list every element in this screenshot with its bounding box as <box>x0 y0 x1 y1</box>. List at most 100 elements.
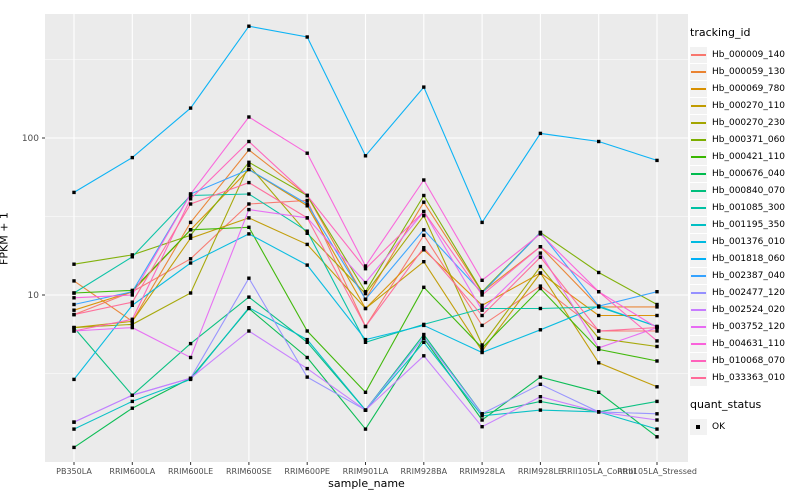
legend-label: Hb_000371_060 <box>712 134 786 145</box>
point-Hb_000270_110 <box>538 271 543 275</box>
point-Hb_000421_110 <box>363 390 368 394</box>
point-Hb_002477_120 <box>480 412 484 416</box>
axis-ticks <box>42 137 658 465</box>
legend-entry-Hb_000059_130: Hb_000059_130 <box>690 63 798 80</box>
x-tick-label: RRII105LA_Stressed <box>617 467 697 476</box>
point-Hb_001195_350 <box>422 340 426 344</box>
point-Hb_000270_110 <box>422 260 426 264</box>
point-Hb_000270_110 <box>363 306 368 311</box>
point-Hb_033363_010 <box>480 313 484 318</box>
point-Hb_010068_070 <box>363 267 368 271</box>
point-Hb_003752_120 <box>188 355 193 360</box>
point-Hb_000069_780 <box>597 313 601 318</box>
point-Hb_001818_060 <box>72 190 76 195</box>
legend-key-line-icon <box>690 63 707 80</box>
point-Hb_001376_010 <box>480 350 484 355</box>
point-Hb_003752_120 <box>538 251 543 255</box>
point-Hb_003752_120 <box>597 346 601 350</box>
point-Hb_004631_110 <box>130 293 134 297</box>
point-Hb_002387_040 <box>597 304 601 308</box>
legend-entry-Hb_002524_020: Hb_002524_020 <box>690 301 798 318</box>
point-Hb_000840_070 <box>305 340 309 344</box>
x-tick-label: RRIM928LA <box>459 467 505 476</box>
point-Hb_000059_130 <box>188 220 193 225</box>
point-Hb_000371_060 <box>422 193 426 198</box>
point-Hb_033363_010 <box>538 255 543 259</box>
point-Hb_000676_040 <box>480 418 484 422</box>
point-Hb_000840_070 <box>247 295 251 299</box>
point-Hb_002524_020 <box>597 410 601 414</box>
point-Hb_003752_120 <box>363 280 368 285</box>
point-Hb_001818_060 <box>655 158 659 163</box>
point-Hb_001085_300 <box>72 291 76 295</box>
y-tick-label: 10 <box>28 291 40 301</box>
point-Hb_000009_140 <box>655 329 659 333</box>
legend-entry-Hb_000371_060: Hb_000371_060 <box>690 131 798 148</box>
legend-entries: Hb_000009_140 Hb_000059_130 Hb_000069_780 H… <box>690 46 798 386</box>
point-Hb_010068_070 <box>247 139 251 144</box>
point-Hb_002477_120 <box>655 412 659 416</box>
legend-label: Hb_001085_300 <box>712 202 786 213</box>
legend-key-line-icon <box>690 267 707 284</box>
point-Hb_004631_110 <box>305 151 309 155</box>
legend-entry-Hb_003752_120: Hb_003752_120 <box>690 318 798 335</box>
point-Hb_004631_110 <box>188 192 193 196</box>
point-Hb_001195_350 <box>305 337 309 342</box>
black-square-point-icon <box>696 424 700 429</box>
y-tick-labels: 10 100 <box>22 134 39 301</box>
point-Hb_001085_300 <box>247 192 251 196</box>
legend-entry-ok: OK <box>690 418 798 435</box>
legend-entry-Hb_001818_060: Hb_001818_060 <box>690 250 798 267</box>
point-Hb_000009_140 <box>422 233 426 237</box>
point-Hb_001085_300 <box>363 340 368 344</box>
legend-entry-Hb_002387_040: Hb_002387_040 <box>690 267 798 284</box>
point-Hb_004631_110 <box>363 264 368 268</box>
point-Hb_010068_070 <box>655 339 659 343</box>
point-Hb_002387_040 <box>480 291 484 295</box>
ok-point-key <box>690 418 707 435</box>
point-Hb_033363_010 <box>188 202 193 206</box>
point-Hb_010068_070 <box>130 317 134 321</box>
point-Hb_002524_020 <box>655 418 659 422</box>
point-Hb_000676_040 <box>655 435 659 439</box>
legend-key-line-icon <box>690 165 707 182</box>
legend-label: Hb_000059_130 <box>712 66 786 77</box>
legend-entry-Hb_033363_010: Hb_033363_010 <box>690 369 798 386</box>
legend-key-line-icon <box>690 182 707 199</box>
legend-label: Hb_000676_040 <box>712 168 786 179</box>
legend-entry-Hb_001376_010: Hb_001376_010 <box>690 233 798 250</box>
point-Hb_001085_300 <box>538 306 543 311</box>
point-Hb_000270_230 <box>538 264 543 269</box>
point-Hb_000270_230 <box>597 336 601 340</box>
legend-entry-Hb_000270_230: Hb_000270_230 <box>690 114 798 131</box>
point-Hb_004631_110 <box>480 278 484 282</box>
point-Hb_002387_040 <box>363 297 368 301</box>
legend-key-line-icon <box>690 318 707 335</box>
point-Hb_001818_060 <box>363 154 368 158</box>
point-Hb_000270_110 <box>655 385 659 389</box>
data-points <box>72 24 659 450</box>
point-Hb_004631_110 <box>422 178 426 182</box>
legend-key-line-icon <box>690 97 707 114</box>
point-Hb_001818_060 <box>305 35 309 39</box>
point-Hb_010068_070 <box>72 329 76 333</box>
x-tick-label: PB350LA <box>56 467 92 476</box>
point-Hb_002387_040 <box>247 167 251 172</box>
point-Hb_000270_230 <box>247 163 251 167</box>
point-Hb_000069_780 <box>480 303 484 307</box>
legend-key-line-icon <box>690 216 707 233</box>
legend-label: Hb_001195_350 <box>712 219 786 230</box>
x-tick-label: RRIM600LE <box>168 467 213 476</box>
point-Hb_000270_110 <box>247 216 251 220</box>
legend-label: Hb_000421_110 <box>712 151 786 162</box>
point-Hb_000371_060 <box>130 253 134 257</box>
point-Hb_000371_060 <box>597 270 601 275</box>
legend-key-line-icon <box>690 250 707 267</box>
x-tick-labels: PB350LA RRIM600LA RRIM600LE RRIM600SE RRIM60… <box>56 467 697 476</box>
legend-label: Hb_000840_070 <box>712 185 786 196</box>
legend: tracking_id Hb_000009_140 Hb_000059_130 Hb… <box>690 26 798 435</box>
legend-label: Hb_002387_040 <box>712 270 786 281</box>
point-Hb_000270_230 <box>305 231 309 235</box>
point-Hb_002477_120 <box>305 375 309 379</box>
